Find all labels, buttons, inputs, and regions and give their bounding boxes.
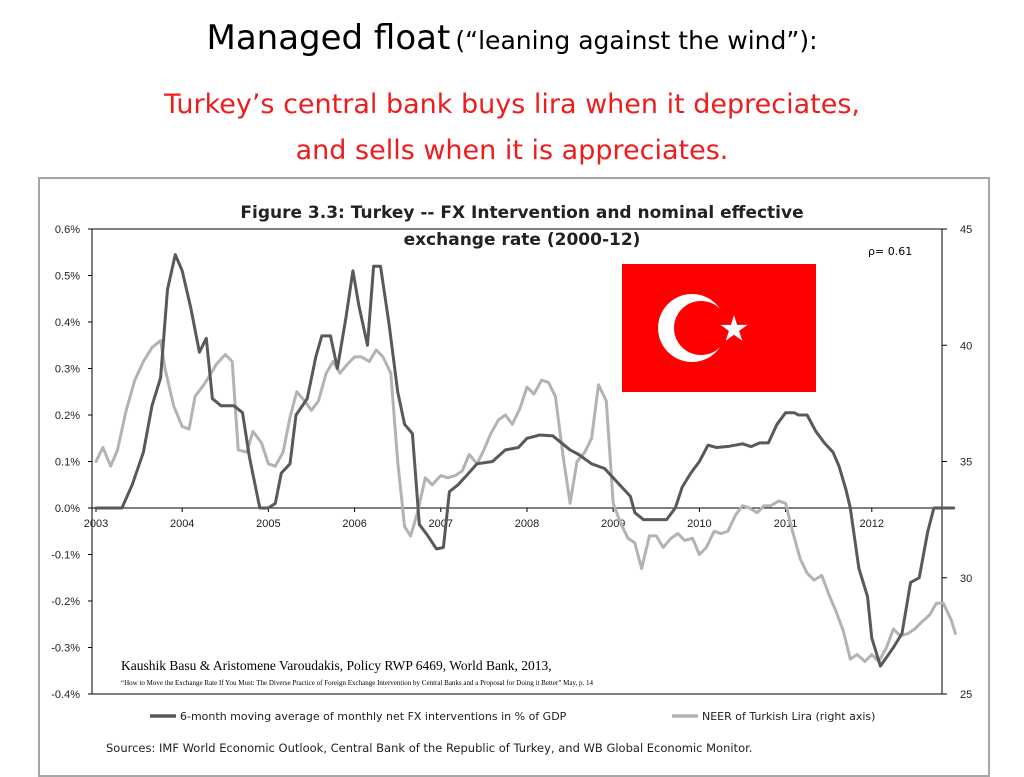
legend-label-interventions: 6-month moving average of monthly net FX… xyxy=(180,710,567,723)
right-tick-label: 40 xyxy=(960,340,972,352)
rho-annotation: ρ= 0.61 xyxy=(868,245,912,258)
citation-line-2: “How to Move the Exchange Rate If You Mu… xyxy=(121,679,594,687)
x-tick-label: 2004 xyxy=(170,518,194,530)
slide-title: Managed float (“leaning against the wind… xyxy=(0,18,1024,58)
left-tick-label: -0.3% xyxy=(51,643,80,655)
x-tick-label: 2008 xyxy=(515,518,539,530)
slide-title-main: Managed float xyxy=(206,18,451,58)
left-tick-label: 0.0% xyxy=(55,503,80,515)
chart-title-line-2: exchange rate (2000-12) xyxy=(404,230,641,250)
series-line-neer xyxy=(94,339,957,663)
left-tick-label: -0.1% xyxy=(51,550,80,562)
left-tick-label: -0.4% xyxy=(51,689,80,701)
right-tick-label: 45 xyxy=(960,224,972,236)
subtitle-line-2: and sells when it is appreciates. xyxy=(295,135,729,166)
left-tick-label: 0.1% xyxy=(55,457,80,469)
x-tick-label: 2003 xyxy=(84,518,108,530)
turkish-flag-icon xyxy=(622,264,816,392)
x-tick-label: 2012 xyxy=(860,518,884,530)
x-tick-label: 2010 xyxy=(687,518,711,530)
x-tick-label: 2005 xyxy=(256,518,280,530)
x-tick-label: 2006 xyxy=(342,518,366,530)
right-tick-label: 35 xyxy=(960,457,972,469)
series-line-interventions xyxy=(94,253,956,668)
right-axis-ticks: 45 40 35 30 25 xyxy=(942,224,972,701)
x-tick-label: 2011 xyxy=(774,518,798,530)
citation-box xyxy=(116,656,706,690)
x-axis-ticks: 2003 2004 2005 2006 2007 2008 2009 2010 2011 2012 xyxy=(84,508,884,530)
subtitle-line-1: Turkey’s central bank buys lira when it … xyxy=(163,89,861,120)
left-tick-label: 0.3% xyxy=(55,364,80,376)
left-tick-label: 0.6% xyxy=(55,224,80,236)
left-tick-label: -0.2% xyxy=(51,596,80,608)
right-tick-label: 25 xyxy=(960,689,972,701)
slide-title-paren: (“leaning against the wind”): xyxy=(455,26,818,55)
left-tick-label: 0.2% xyxy=(55,410,80,422)
slide-subtitle: Turkey’s central bank buys lira when it … xyxy=(0,82,1024,174)
left-axis-ticks: 0.6% 0.5% 0.4% 0.3% 0.2% 0.1% 0.0% -0.1% -0.2% -0… xyxy=(51,224,92,701)
legend: 6-month moving average of monthly net FX… xyxy=(150,710,875,723)
right-tick-label: 30 xyxy=(960,573,972,585)
legend-label-neer: NEER of Turkish Lira (right axis) xyxy=(702,710,875,723)
x-tick-label: 2007 xyxy=(429,518,453,530)
left-tick-label: 0.5% xyxy=(55,271,80,283)
series-lines xyxy=(94,253,957,668)
citation-line-1: Kaushik Basu & Aristomene Varoudakis, Po… xyxy=(121,658,552,673)
sources-note: Sources: IMF World Economic Outlook, Cen… xyxy=(106,741,752,755)
chart-title-line-1: Figure 3.3: Turkey -- FX Intervention an… xyxy=(240,203,803,223)
left-tick-label: 0.4% xyxy=(55,317,80,329)
